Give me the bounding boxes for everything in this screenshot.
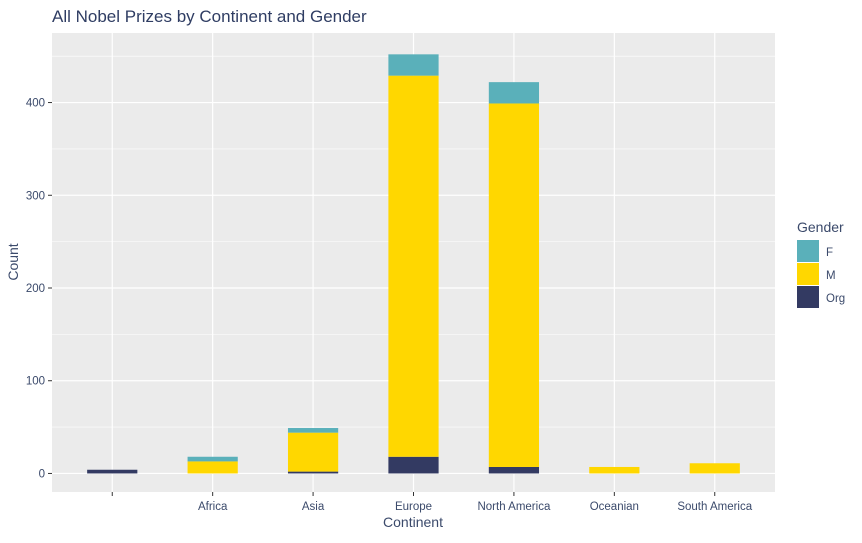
bar-segment-m xyxy=(187,461,238,474)
bars xyxy=(87,54,740,474)
chart-title: All Nobel Prizes by Continent and Gender xyxy=(52,7,367,26)
x-axis-label: Continent xyxy=(383,514,443,530)
bar-segment-m xyxy=(388,75,439,457)
legend-swatch-org xyxy=(797,286,819,308)
legend-label: M xyxy=(826,270,836,282)
bar-segment-f xyxy=(287,428,339,433)
y-tick-label: 200 xyxy=(26,283,45,295)
y-tick-label: 0 xyxy=(39,468,45,480)
bar-segment-m xyxy=(488,103,540,467)
legend-title: Gender xyxy=(797,219,844,235)
bar-segment-m xyxy=(589,466,640,474)
legend-label: Org xyxy=(826,293,845,305)
x-tick-label: Oceanian xyxy=(590,501,639,513)
legend-swatch-m xyxy=(797,263,819,285)
y-tick-label: 300 xyxy=(26,190,45,202)
x-axis: Africa Asia Europe North America Oceanian Sou… xyxy=(111,492,753,513)
x-tick-label: Asia xyxy=(302,501,325,513)
x-tick-label: North America xyxy=(477,501,550,513)
bar-segment-org xyxy=(488,466,540,474)
bar-segment-m xyxy=(689,463,740,474)
legend-label: F xyxy=(826,247,833,259)
x-tick-label: Europe xyxy=(395,501,432,513)
bar-segment-f xyxy=(187,456,238,462)
y-axis: 0 100 200 300 400 xyxy=(26,98,52,480)
legend-swatch-f xyxy=(797,240,819,262)
bar-segment-m xyxy=(287,432,339,472)
y-tick-label: 400 xyxy=(26,98,45,110)
bar-segment-org xyxy=(87,469,138,474)
bar-segment-f xyxy=(488,82,540,104)
x-tick-label: South America xyxy=(677,501,752,513)
y-axis-label: Count xyxy=(5,243,21,280)
y-tick-label: 100 xyxy=(26,376,45,388)
bar-segment-org xyxy=(388,456,439,474)
x-tick-label: Africa xyxy=(198,501,228,513)
bar-segment-org xyxy=(287,471,339,474)
bar-segment-f xyxy=(388,54,439,76)
legend: Gender FM Org xyxy=(797,219,845,308)
